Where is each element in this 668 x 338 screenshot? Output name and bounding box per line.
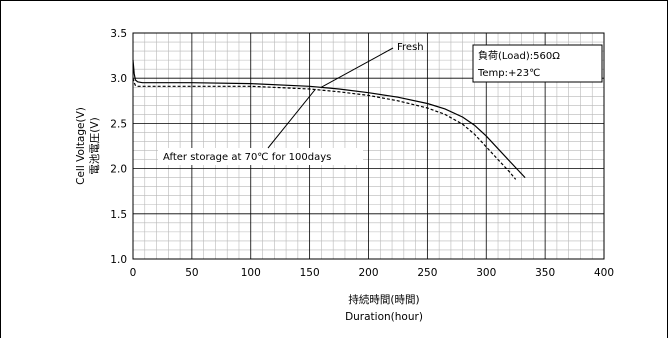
y-axis-title: Cell Voltage(V)	[75, 107, 87, 185]
y-tick-label: 3.0	[110, 73, 127, 85]
x-axis-title: 持続時間(時間)	[348, 293, 419, 306]
annotation-fresh-leader	[321, 47, 394, 88]
y-tick-label: 2.5	[110, 118, 127, 130]
x-tick-label: 50	[185, 267, 198, 279]
x-tick-label: 300	[476, 267, 496, 279]
annotation-fresh: Fresh	[397, 42, 424, 53]
y-tick-labels: 1.0 1.5 2.0 2.5 3.0 3.5	[110, 28, 127, 266]
x-tick-label: 150	[300, 267, 320, 279]
annotation-storage-box	[158, 148, 363, 165]
y-tick-label: 1.0	[110, 254, 127, 266]
load-info-box: 負荷(Load):560Ω Temp:+23℃	[472, 44, 603, 83]
x-axis-subtitle: Duration(hour)	[345, 311, 423, 323]
x-tick-labels: 0 50 100 150 200 250 300 350 400	[130, 267, 614, 279]
plot-border	[132, 32, 605, 260]
series-layer	[132, 60, 526, 180]
annotation-after-storage: After storage at 70℃ for 100days	[163, 152, 331, 163]
x-tick-label: 200	[358, 267, 378, 279]
y-tick-label: 2.0	[110, 164, 127, 176]
load-label: 負荷(Load):560Ω	[478, 50, 560, 62]
x-tick-label: 250	[417, 267, 437, 279]
y-tick-label: 3.5	[110, 28, 127, 40]
temp-label: Temp:+23℃	[477, 68, 540, 79]
annotation-storage-leader	[267, 88, 316, 149]
x-tick-label: 0	[130, 267, 137, 279]
x-tick-label: 350	[535, 267, 555, 279]
annotations: Fresh After storage at 70℃ for 100days	[158, 42, 424, 165]
x-tick-label: 100	[241, 267, 261, 279]
series-line-after-storage	[132, 78, 517, 180]
y-axis-subtitle: 電池電圧(V)	[88, 117, 101, 174]
y-tick-label: 1.5	[110, 209, 127, 221]
x-tick-label: 400	[594, 267, 614, 279]
series-line-fresh	[132, 60, 526, 179]
